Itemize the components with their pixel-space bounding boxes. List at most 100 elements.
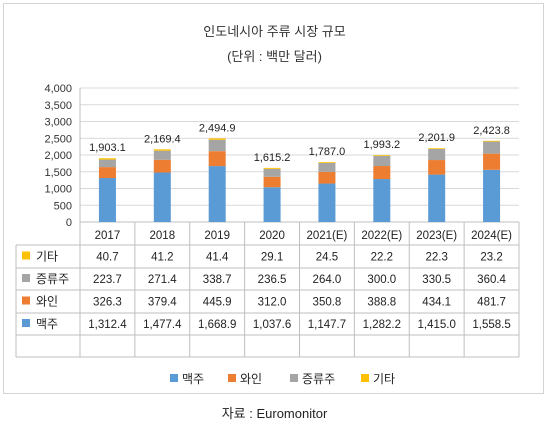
table-cell: 330.5 bbox=[422, 274, 451, 286]
x-tick-label: 2021(E) bbox=[306, 230, 347, 242]
bar-wine bbox=[263, 176, 281, 188]
table-cell: 23.2 bbox=[480, 252, 502, 264]
bar-other bbox=[373, 155, 391, 156]
table-cell: 434.1 bbox=[422, 297, 451, 309]
table-cell: 41.2 bbox=[151, 252, 173, 264]
table-cell: 388.8 bbox=[367, 297, 396, 309]
y-tick-label: 4,000 bbox=[44, 83, 72, 95]
table-cell: 40.7 bbox=[96, 252, 118, 264]
x-tick-label: 2019 bbox=[204, 230, 230, 242]
bar-spirits bbox=[373, 155, 391, 167]
table-cell: 236.5 bbox=[258, 274, 287, 286]
table-cell: 350.8 bbox=[313, 297, 342, 309]
table-cell: 24.5 bbox=[316, 252, 338, 264]
total-label: 2,201.9 bbox=[418, 132, 455, 144]
y-tick-label: 3,500 bbox=[44, 100, 72, 112]
table-cell: 41.4 bbox=[206, 252, 229, 264]
table-cell: 1,312.4 bbox=[88, 319, 127, 331]
bar-wine bbox=[98, 167, 116, 179]
source-note: 자료 : Euromonitor bbox=[221, 406, 328, 421]
bar-other bbox=[208, 138, 226, 140]
table-cell: 1,477.4 bbox=[143, 319, 182, 331]
table-cell: 326.3 bbox=[93, 297, 122, 309]
bar-beer bbox=[373, 179, 391, 222]
bar-spirits bbox=[483, 141, 501, 154]
bar-other bbox=[483, 140, 501, 142]
bar-spirits bbox=[428, 148, 446, 161]
bar-other bbox=[318, 162, 336, 163]
bar-beer bbox=[318, 183, 336, 222]
total-label: 2,423.8 bbox=[473, 125, 510, 137]
table-cell: 22.2 bbox=[371, 252, 393, 264]
bar-other bbox=[153, 149, 171, 151]
table-cell: 379.4 bbox=[148, 297, 177, 309]
bar-beer bbox=[428, 174, 446, 222]
bar-spirits bbox=[318, 162, 336, 172]
bar-other bbox=[98, 158, 116, 160]
table-cell: 481.7 bbox=[477, 297, 506, 309]
bar-spirits bbox=[98, 159, 116, 168]
total-label: 1,787.0 bbox=[309, 146, 346, 158]
bar-beer bbox=[153, 172, 171, 222]
row-label: 와인 bbox=[36, 295, 58, 309]
table-cell: 271.4 bbox=[148, 274, 177, 286]
x-tick-label: 2022(E) bbox=[361, 230, 402, 242]
legend-key-other bbox=[22, 251, 30, 260]
total-label: 1,615.2 bbox=[254, 152, 291, 164]
bar-other bbox=[428, 148, 446, 149]
table-cell: 223.7 bbox=[93, 274, 122, 286]
chart-subtitle: (단위 : 백만 달러) bbox=[227, 49, 322, 64]
table-cell: 1,558.5 bbox=[472, 319, 510, 331]
table-cell: 1,415.0 bbox=[418, 319, 456, 331]
total-label: 2,494.9 bbox=[199, 122, 236, 134]
table-cell: 1,282.2 bbox=[363, 319, 401, 331]
bar-spirits bbox=[263, 168, 281, 177]
table-cell: 300.0 bbox=[367, 274, 396, 286]
legend-swatch-wine bbox=[228, 374, 236, 382]
legend-swatch-other bbox=[361, 374, 369, 382]
legend-swatch-beer bbox=[170, 374, 178, 382]
bar-beer bbox=[98, 178, 116, 222]
y-tick-label: 2,500 bbox=[44, 133, 72, 145]
x-tick-label: 2024(E) bbox=[471, 230, 512, 242]
row-label: 증류주 bbox=[36, 272, 69, 286]
legend-label: 와인 bbox=[240, 372, 262, 386]
table-cell: 360.4 bbox=[477, 274, 506, 286]
table-cell: 264.0 bbox=[313, 274, 342, 286]
total-label: 2,169.4 bbox=[144, 133, 181, 145]
y-tick-label: 1,000 bbox=[44, 184, 72, 196]
x-tick-label: 2017 bbox=[95, 230, 121, 242]
bar-wine bbox=[318, 171, 336, 184]
legend-key-spirits bbox=[22, 274, 30, 282]
x-tick-label: 2018 bbox=[150, 230, 176, 242]
chart-frame bbox=[3, 3, 544, 394]
legend-label: 증류주 bbox=[302, 372, 335, 386]
bar-beer bbox=[263, 187, 281, 222]
legend-key-wine bbox=[22, 296, 30, 305]
x-tick-label: 2020 bbox=[259, 230, 285, 242]
bar-wine bbox=[208, 151, 226, 167]
y-tick-label: 3,000 bbox=[44, 117, 72, 129]
legend-key-beer bbox=[22, 319, 30, 327]
x-tick-label: 2023(E) bbox=[416, 230, 457, 242]
bar-spirits bbox=[153, 150, 171, 160]
legend-swatch-spirits bbox=[290, 374, 298, 382]
total-label: 1,903.1 bbox=[89, 142, 126, 154]
table-cell: 22.3 bbox=[425, 252, 447, 264]
table-cell: 1,037.6 bbox=[253, 319, 291, 331]
bar-wine bbox=[153, 159, 171, 173]
row-label: 맥주 bbox=[36, 317, 58, 331]
table-cell: 1,668.9 bbox=[198, 319, 236, 331]
legend-label: 기타 bbox=[373, 372, 395, 386]
total-label: 1,993.2 bbox=[363, 139, 400, 151]
table-cell: 1,147.7 bbox=[308, 319, 346, 331]
table-cell: 312.0 bbox=[258, 297, 287, 309]
table-cell: 338.7 bbox=[203, 274, 232, 286]
y-tick-label: 1,500 bbox=[44, 167, 72, 179]
y-tick-label: 2,000 bbox=[44, 150, 72, 162]
row-label: 기타 bbox=[36, 250, 58, 264]
bar-wine bbox=[483, 153, 501, 170]
bar-wine bbox=[373, 166, 391, 180]
chart-title: 인도네시아 주류 시장 규모 bbox=[203, 24, 346, 39]
